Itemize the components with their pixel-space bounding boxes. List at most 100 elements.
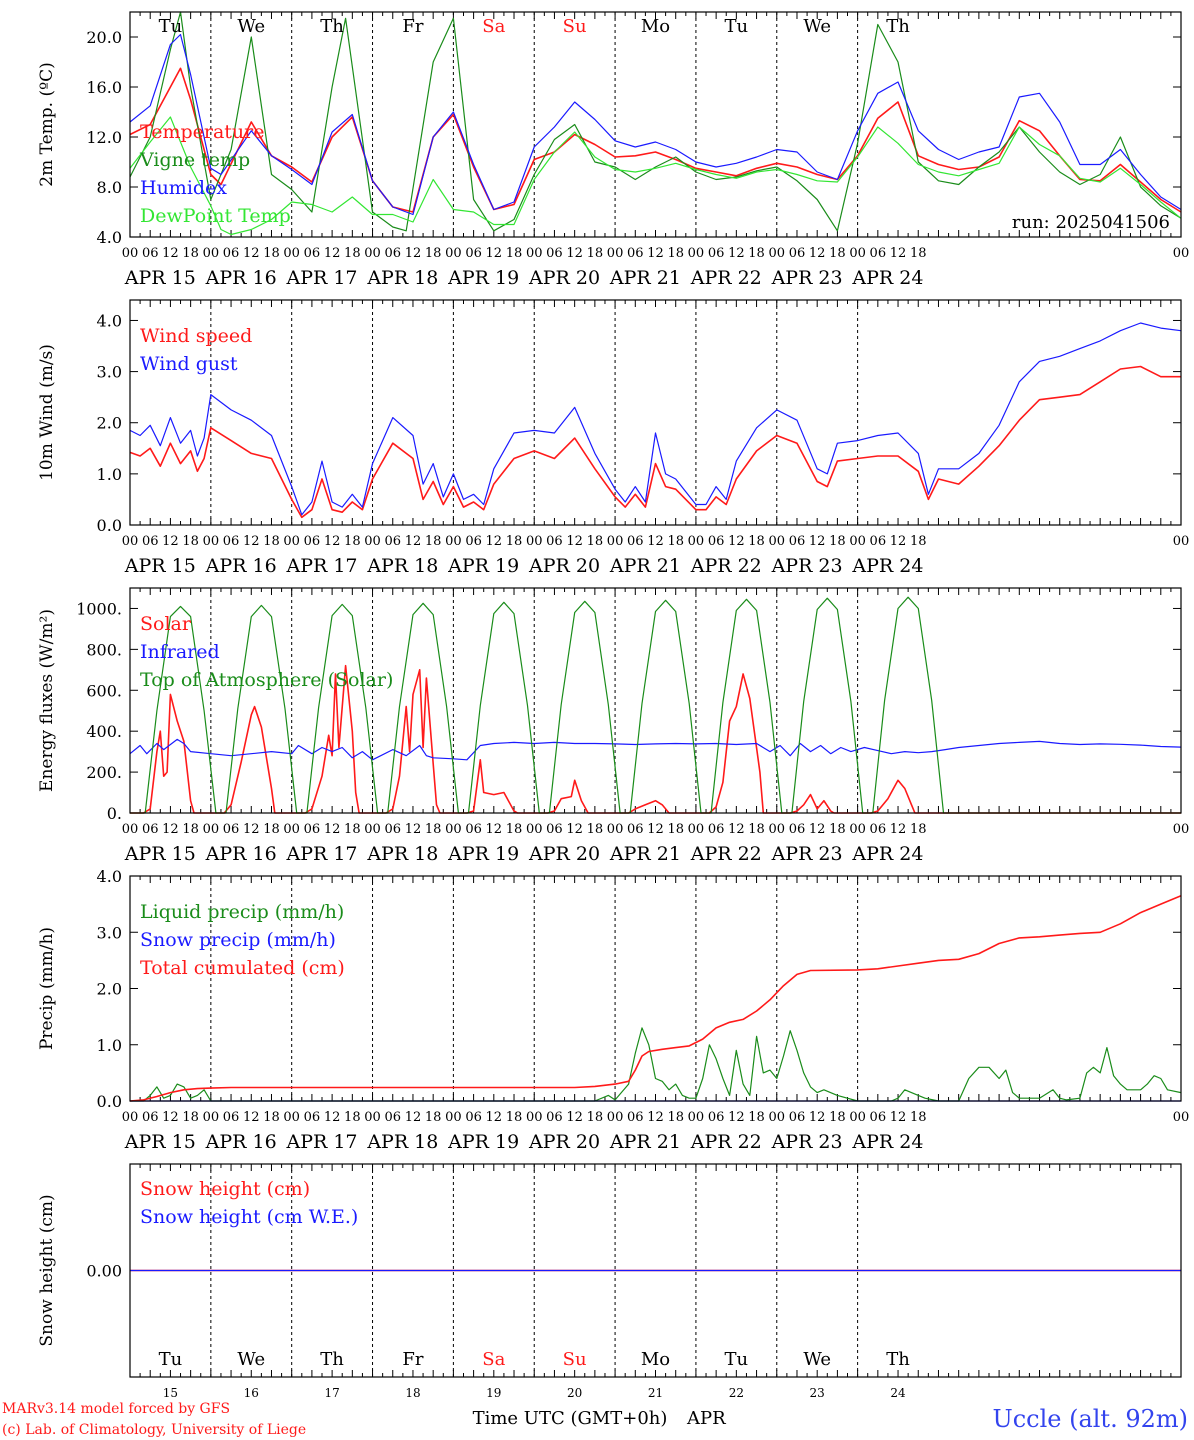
y-tick-label: 0.0 — [97, 516, 122, 535]
hour-tick-label: 18 — [748, 534, 765, 549]
series-line-top-of-atmosphere-solar- — [130, 596, 1181, 814]
hour-tick-label: 00 — [364, 1110, 381, 1125]
hour-tick-label: 00 — [364, 534, 381, 549]
series-line-temperature — [129, 67, 1182, 213]
panel-1: 4.0 8.0 12.0 16.0 20.0 2m Temp. (ºC) Temperatu… — [37, 11, 1189, 289]
legend-entry: Humidex — [140, 177, 227, 199]
hour-tick-label: 18 — [263, 534, 280, 549]
hour-tick-label: 18 — [344, 822, 361, 837]
date-label: APR 24 — [851, 1131, 923, 1153]
hour-tick-label: 18 — [182, 246, 199, 261]
hour-tick-label: 00 — [203, 246, 220, 261]
hour-tick-label: 00 — [364, 822, 381, 837]
hour-tick-label: 18 — [425, 1110, 442, 1125]
date-label: APR 23 — [771, 267, 843, 289]
hour-tick-label: 12 — [405, 246, 422, 261]
day-number-label: 21 — [648, 1386, 663, 1400]
series-line-humidex — [129, 33, 1182, 216]
weekday-label: Th — [886, 16, 910, 37]
series-line-wind-speed — [129, 365, 1181, 519]
legend-entry: Snow precip (mm/h) — [140, 929, 336, 951]
hour-tick-label: 00 — [688, 822, 705, 837]
hour-tick-label: 18 — [506, 534, 523, 549]
hour-tick-label: 06 — [223, 822, 240, 837]
date-label: APR 19 — [447, 267, 519, 289]
hour-tick-label: 00 — [1173, 822, 1190, 837]
hour-tick-label: 06 — [708, 822, 725, 837]
date-label: APR 21 — [609, 267, 681, 289]
date-label: APR 19 — [447, 843, 519, 865]
hour-tick-label: 12 — [728, 1110, 745, 1125]
date-label: APR 22 — [690, 843, 762, 865]
hour-tick-label: 12 — [243, 1110, 260, 1125]
weekday-label: Th — [320, 16, 344, 37]
panel-frame — [129, 11, 1182, 238]
legend-entry: Infrared — [140, 641, 220, 663]
hour-tick-label: 00 — [688, 534, 705, 549]
hour-tick-label: 06 — [142, 534, 159, 549]
y-tick-label: 3.0 — [97, 363, 122, 382]
date-label: APR 18 — [366, 555, 438, 577]
hour-tick-label: 00 — [364, 246, 381, 261]
hour-tick-label: 18 — [748, 822, 765, 837]
hour-tick-label: 12 — [809, 246, 826, 261]
panel-5: 0.00 Snow height (cm) Snow height (cm) Snow… — [37, 1163, 1182, 1400]
panel-frame — [129, 299, 1182, 526]
hour-tick-label: 18 — [344, 534, 361, 549]
hour-tick-label: 18 — [425, 534, 442, 549]
date-label: APR 15 — [124, 555, 196, 577]
panel-frame — [129, 875, 1182, 1102]
y-tick-label: 200. — [86, 763, 122, 782]
hour-tick-label: 06 — [304, 1110, 321, 1125]
hour-tick-label: 06 — [223, 246, 240, 261]
hour-tick-label: 00 — [526, 822, 543, 837]
date-label: APR 20 — [528, 555, 600, 577]
hour-tick-label: 00 — [283, 1110, 300, 1125]
hour-tick-label: 06 — [304, 246, 321, 261]
hour-tick-label: 00 — [122, 822, 139, 837]
hour-tick-label: 06 — [789, 246, 806, 261]
hour-tick-label: 12 — [566, 246, 583, 261]
hour-tick-label: 18 — [425, 822, 442, 837]
hour-tick-label: 12 — [486, 822, 503, 837]
hour-tick-label: 18 — [829, 822, 846, 837]
weekday-label: Th — [886, 1349, 910, 1370]
date-label: APR 21 — [609, 1131, 681, 1153]
hour-tick-label: 18 — [829, 534, 846, 549]
panel-4: 0.0 1.0 2.0 3.0 4.0 Precip (mm/h) Liquid preci… — [37, 867, 1189, 1153]
legend-entry: Solar — [140, 613, 192, 635]
hour-tick-label: 00 — [768, 534, 785, 549]
date-label: APR 21 — [609, 843, 681, 865]
y-axis-title: 2m Temp. (ºC) — [37, 62, 57, 187]
hour-tick-label: 18 — [425, 246, 442, 261]
date-label: APR 15 — [124, 843, 196, 865]
date-label: APR 22 — [690, 555, 762, 577]
series-line-total-cumulated-cm- — [129, 894, 1182, 1102]
hour-tick-label: 12 — [647, 246, 664, 261]
hour-tick-label: 18 — [910, 1110, 927, 1125]
y-tick-label: 0.00 — [86, 1262, 122, 1281]
hour-tick-label: 18 — [910, 534, 927, 549]
hour-tick-label: 00 — [849, 246, 866, 261]
hour-tick-label: 12 — [324, 822, 341, 837]
hour-tick-label: 00 — [283, 534, 300, 549]
hour-tick-label: 12 — [647, 534, 664, 549]
weekday-label: We — [237, 1349, 265, 1370]
legend-entry: Wind gust — [140, 353, 238, 375]
hour-tick-label: 00 — [283, 822, 300, 837]
hour-tick-label: 12 — [890, 822, 907, 837]
hour-tick-label: 06 — [142, 822, 159, 837]
hour-tick-label: 06 — [708, 1110, 725, 1125]
hour-tick-label: 06 — [870, 534, 887, 549]
y-axis-title: Snow height (cm) — [37, 1194, 57, 1346]
series-line-infrared — [129, 738, 1182, 761]
hour-tick-label: 00 — [122, 1110, 139, 1125]
weekday-label: We — [803, 1349, 831, 1370]
hour-tick-label: 12 — [566, 534, 583, 549]
y-tick-label: 4.0 — [97, 228, 122, 247]
hour-tick-label: 18 — [344, 246, 361, 261]
weekday-label: Sa — [482, 16, 505, 37]
hour-tick-label: 12 — [647, 1110, 664, 1125]
weekday-label: We — [237, 16, 265, 37]
